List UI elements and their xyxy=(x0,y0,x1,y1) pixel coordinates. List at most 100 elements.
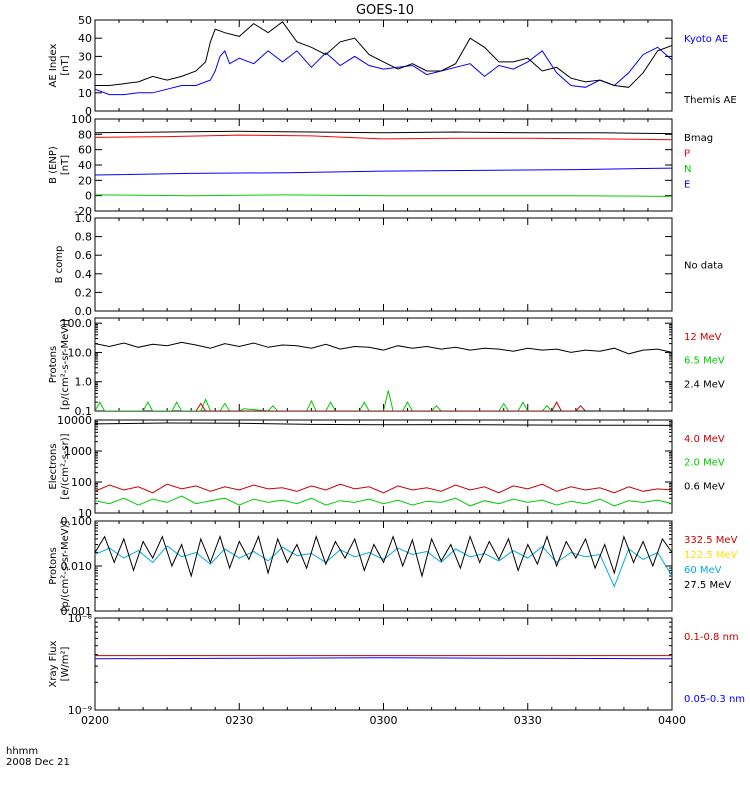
series-e xyxy=(95,167,672,176)
series-0-6-mev xyxy=(95,422,672,426)
y-tick-label: 1.0 xyxy=(75,212,93,225)
legend-4-0-mev: 4.0 MeV xyxy=(684,434,725,445)
panel-frame xyxy=(94,217,673,312)
series-12-mev xyxy=(195,401,586,411)
legend-2-4-mev: 2.4 MeV xyxy=(684,379,725,390)
legend-p: P xyxy=(684,149,690,160)
legend-e: E xyxy=(684,180,690,191)
y-tick-label: 0.001 xyxy=(61,605,93,618)
panel-bfield: -20 0 20 40 60 80 100 B (ENP) [nT] Bmag PNE xyxy=(48,113,713,218)
series-2-4-mev xyxy=(95,341,672,355)
y-tick-label: 0.6 xyxy=(75,249,93,262)
legend-n: N xyxy=(684,164,691,175)
x-tick-label: 0330 xyxy=(514,714,542,727)
y-tick-label: 10 xyxy=(78,87,92,100)
y-tick-label: 20 xyxy=(78,69,92,82)
y-tick-label: 0.010 xyxy=(61,560,93,573)
legend-0-6-mev: 0.6 MeV xyxy=(684,481,725,492)
series-p xyxy=(95,134,672,141)
legend-themis-ae: Themis AE xyxy=(683,95,737,106)
series-2-0-mev xyxy=(95,495,672,507)
panel-electrons: 10 100 1000 10000 Electrons [e/(cm²-s-sr)] 4.0… xyxy=(48,414,725,520)
legend-0-1-0-8-nm: 0.1-0.8 nm xyxy=(684,632,739,643)
legend-60-mev: 60 MeV xyxy=(684,565,722,576)
y-axis-label: B (ENP) xyxy=(48,146,59,184)
y-tick-label: 10000 xyxy=(57,414,92,427)
legend-kyoto-ae: Kyoto AE xyxy=(684,34,728,45)
series-themis-ae xyxy=(95,21,672,88)
legend-12-mev: 12 MeV xyxy=(684,332,722,343)
y-axis-label: [nT] xyxy=(60,155,71,175)
y-tick-label: 40 xyxy=(78,159,92,172)
panel-frame xyxy=(94,317,673,412)
x-tick-label: 0230 xyxy=(225,714,253,727)
y-tick-label: 60 xyxy=(78,144,92,157)
panel-protons_low: 0.1 1.0 10.0 100.0 Protons [p/(cm²-s-sr-MeV)]… xyxy=(48,317,725,418)
y-axis-label: [p/(cm²-s-sr-MeV)] xyxy=(60,319,71,410)
y-axis-label: B comp xyxy=(54,246,65,284)
y-tick-label: 0 xyxy=(85,105,92,118)
footer-date: 2008 Dec 21 xyxy=(6,757,70,768)
series-60-mev xyxy=(95,545,672,588)
y-tick-label: -20 xyxy=(74,205,92,218)
y-tick-label: 30 xyxy=(78,50,92,63)
y-tick-label: 0.4 xyxy=(75,268,93,281)
y-axis-label: [p/(cm²-s-sr-MeV)] xyxy=(60,520,71,611)
y-tick-label: 100.0 xyxy=(61,317,93,330)
x-tick-label: 0300 xyxy=(370,714,398,727)
legend-332-5-mev: 332.5 MeV xyxy=(684,535,738,546)
y-tick-label: 20 xyxy=(78,174,92,187)
legend-6-5-mev: 6.5 MeV xyxy=(684,356,725,367)
chart-title: GOES-10 xyxy=(356,3,414,18)
y-tick-label: 0 xyxy=(85,190,92,203)
x-axis: 0200 0230 0300 0330 0400 xyxy=(81,714,686,727)
y-tick-label: 0.2 xyxy=(75,286,93,299)
y-tick-label: 10.0 xyxy=(68,346,93,359)
y-axis-label: [nT] xyxy=(60,55,71,75)
legend-122-5-mev: 122.5 MeV xyxy=(684,550,738,561)
y-axis-label: [W/m²] xyxy=(60,646,71,681)
y-tick-label: 0.100 xyxy=(61,515,93,528)
y-tick-label: 40 xyxy=(78,32,92,45)
series-bmag xyxy=(95,130,672,135)
y-tick-label: 80 xyxy=(78,128,92,141)
y-tick-label: 0.1 xyxy=(75,405,93,418)
y-axis-label: Xray Flux xyxy=(48,640,59,687)
x-tick-label: 0200 xyxy=(81,714,109,727)
legend-27-5-mev: 27.5 MeV xyxy=(684,580,731,591)
x-tick-label: 0400 xyxy=(658,714,686,727)
legend-bmag: Bmag xyxy=(684,133,713,144)
y-axis-label: Electrons xyxy=(48,443,59,489)
series-kyoto-ae xyxy=(95,46,672,96)
y-axis-label: [e/(cm²-s-sr)] xyxy=(60,433,71,499)
series-6-5-mev xyxy=(95,390,553,411)
series-n xyxy=(95,194,672,197)
y-axis-label: Protons xyxy=(48,547,59,584)
y-tick-label: 0.0 xyxy=(75,305,93,318)
y-tick-label: 10⁻⁸ xyxy=(68,612,93,625)
footer-label: hhmm xyxy=(6,746,38,757)
series-27-5-mev xyxy=(95,534,672,578)
panel-ae: 0 10 20 30 40 50 AE Index [nT] Kyoto AE Themis AE xyxy=(48,14,737,118)
panel-frame xyxy=(94,520,673,612)
panel-xray: 10⁻⁹ 10⁻⁸ Xray Flux [W/m²] 0.1-0.8 nm 0.05-0.… xyxy=(48,612,745,717)
y-tick-label: 0.8 xyxy=(75,231,93,244)
y-tick-label: 100 xyxy=(71,476,92,489)
y-tick-label: 1000 xyxy=(64,445,92,458)
panel-bcomp: 0.0 0.2 0.4 0.6 0.8 1.0 B comp No data xyxy=(54,212,723,318)
legend-0-05-0-3-nm: 0.05-0.3 nm xyxy=(684,694,745,705)
series-4-0-mev xyxy=(95,483,672,494)
legend-no-data: No data xyxy=(684,261,723,272)
y-tick-label: 100 xyxy=(71,113,92,126)
y-tick-label: 10⁻⁹ xyxy=(68,704,92,717)
series-0-05-0-3-nm xyxy=(95,657,672,660)
panel-frame xyxy=(94,419,673,514)
panel-frame xyxy=(94,19,673,112)
panel-frame xyxy=(94,617,673,711)
y-axis-label: AE Index xyxy=(48,43,59,87)
y-tick-label: 10 xyxy=(78,507,92,520)
panel-protons_high: 0.001 0.010 0.100 Protons [p/(cm²-s-sr-MeV)]… xyxy=(48,515,738,618)
y-axis-label: Protons xyxy=(48,346,59,383)
